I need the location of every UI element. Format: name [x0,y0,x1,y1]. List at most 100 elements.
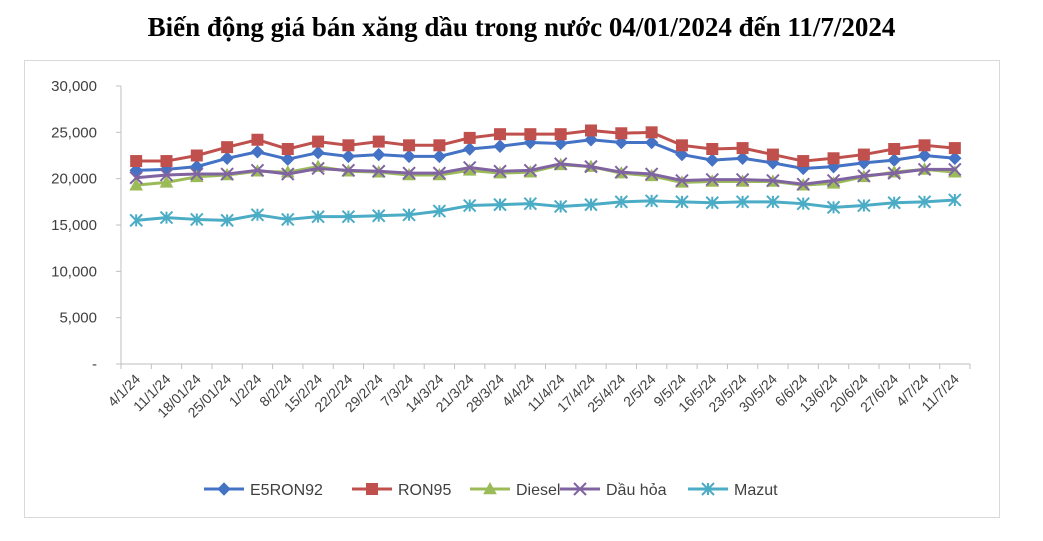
data-point [614,165,629,179]
legend-item: E5RON92 [204,482,323,499]
data-point [766,148,779,161]
y-tick-label: 25,000 [51,124,97,141]
legend-label: RON95 [398,482,451,499]
data-point [372,135,385,148]
data-point [281,212,295,227]
y-tick-label: 20,000 [51,171,97,188]
data-point [129,178,144,191]
data-point [129,171,143,185]
data-point [553,199,568,214]
data-point [250,163,265,178]
series-d-u-h-a [129,157,962,191]
data-point [159,168,174,182]
data-point [341,149,356,164]
y-tick-label: - [92,356,97,373]
data-point [797,155,810,168]
legend-marker [483,481,497,495]
data-point [615,127,628,140]
data-point [584,133,598,147]
data-point [584,159,598,174]
data-point [190,212,204,227]
data-point [826,200,841,215]
x-axis: 4/1/2411/1/2418/01/2425/01/241/2/248/2/2… [104,363,971,421]
legend-marker [217,482,231,496]
data-point [766,195,780,209]
data-point [644,167,659,181]
data-point [311,146,325,160]
y-tick-label: 5,000 [59,310,97,327]
data-point [584,124,597,137]
data-point [857,169,871,183]
data-point [403,139,416,152]
data-point [220,213,234,228]
y-tick-label: 10,000 [51,263,97,280]
data-point [220,167,234,181]
series-line [136,198,955,222]
legend-marker [573,482,587,496]
data-point [705,153,719,167]
data-point [190,167,204,181]
data-point [129,213,143,228]
data-point [826,173,841,188]
data-point [614,135,629,150]
data-point [796,177,810,191]
data-point [948,193,962,207]
legend-marker [366,483,378,495]
data-point [857,198,871,213]
data-point [159,210,174,225]
data-point [463,131,476,144]
legend: E5RON92 RON95 Diesel Dầu hỏa Mazut [204,481,778,499]
data-point [917,162,932,177]
data-point [644,194,659,208]
data-point [887,196,901,210]
legend-item: Diesel [470,481,560,499]
data-point [462,198,477,213]
y-tick-label: 30,000 [51,78,97,95]
data-point [493,197,507,212]
data-point [372,164,386,178]
data-point [888,143,901,156]
data-point [675,139,688,152]
data-point [372,209,386,223]
data-point [614,195,629,209]
data-point [645,126,658,139]
series-line [136,128,955,163]
data-point [311,209,325,224]
data-point [523,196,538,211]
data-point [432,204,447,218]
data-point [402,166,416,180]
legend-item: RON95 [352,482,451,499]
data-point [735,195,750,209]
data-point [251,133,264,146]
data-point [735,151,750,165]
legend-item: Mazut [688,482,778,499]
data-point [796,196,810,211]
y-axis: - 5,000 10,000 15,000 20,000 25,000 30,000 [51,78,122,373]
data-point [462,142,477,156]
data-point [432,166,447,180]
data-point [220,151,234,165]
data-point [857,148,870,161]
data-point [675,173,689,188]
x-tick-label: 2/5/24 [620,371,659,410]
data-point [917,148,932,163]
series-line [136,138,955,172]
data-point [402,208,416,222]
data-point [766,173,780,188]
series-mazut [129,193,962,228]
series-ron95 [130,124,961,168]
data-point [584,197,598,212]
legend-label: Diesel [516,482,560,499]
legend-item: Dầu hỏa [560,482,667,499]
data-point [159,175,174,188]
data-point [281,167,295,181]
data-point [948,151,962,165]
data-point [372,147,386,162]
data-point [705,196,719,210]
data-point [312,135,325,148]
data-point [250,208,265,222]
data-point [917,195,932,209]
data-point [706,143,719,156]
chart-frame [24,60,1000,518]
data-point [493,164,507,178]
